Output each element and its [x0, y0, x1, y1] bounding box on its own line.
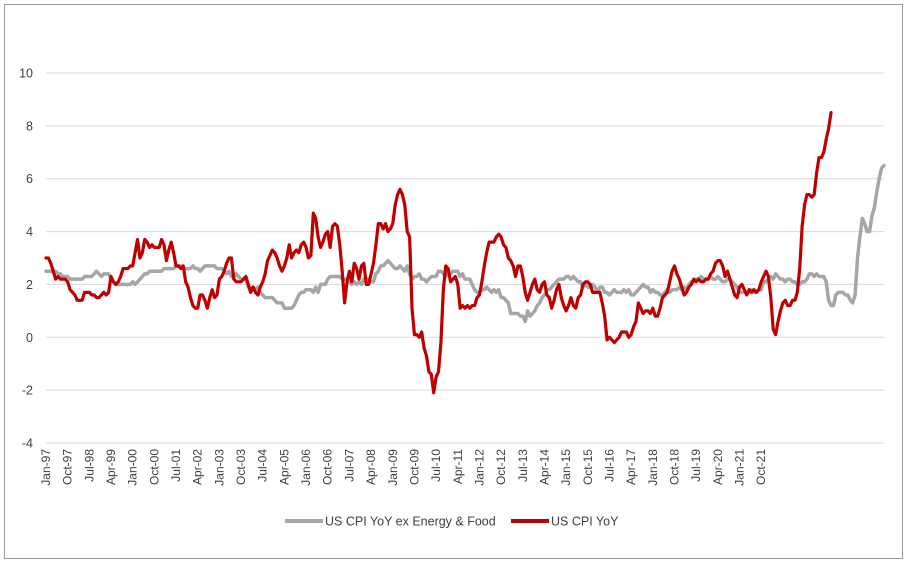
gridlines	[46, 72, 884, 444]
y-tick-label: 6	[26, 172, 33, 186]
x-tick-label: Jan-09	[386, 449, 400, 486]
x-tick-label: Jul-98	[82, 449, 96, 482]
legend: US CPI YoY ex Energy & Food US CPI YoY	[285, 515, 619, 529]
x-tick-label: Jan-21	[733, 449, 747, 486]
x-axis-tick-labels: Jan-97 Oct-97 Jul-98 Apr-99 Jan-00 Oct-00 Jul-…	[39, 449, 768, 486]
y-tick-label: 2	[26, 278, 33, 292]
x-tick-label: Jul-10	[429, 449, 443, 482]
chart-frame	[4, 4, 903, 559]
x-tick-label: Oct-18	[668, 449, 682, 485]
x-tick-label: Apr-02	[191, 449, 205, 485]
x-tick-label: Jul-01	[169, 449, 183, 482]
x-tick-label: Oct-09	[407, 449, 421, 485]
x-tick-label: Jul-13	[516, 449, 530, 482]
x-tick-label: Oct-00	[147, 449, 161, 485]
legend-label-headline-cpi: US CPI YoY	[551, 515, 619, 529]
y-axis-tick-labels: -4 -2 0 2 4 6 8 10	[19, 67, 33, 451]
x-tick-label: Apr-99	[104, 449, 118, 485]
x-tick-label: Apr-14	[537, 449, 551, 485]
x-tick-label: Apr-11	[451, 449, 465, 484]
x-tick-label: Jan-97	[39, 449, 53, 486]
y-tick-label: 10	[19, 67, 33, 81]
x-tick-label: Apr-20	[711, 449, 725, 485]
x-tick-label: Apr-05	[277, 449, 291, 485]
y-tick-label: 0	[26, 331, 33, 345]
legend-label-core-cpi: US CPI YoY ex Energy & Food	[325, 515, 496, 529]
x-tick-label: Jan-00	[126, 449, 140, 486]
x-tick-label: Oct-12	[494, 449, 508, 485]
y-tick-label: -2	[22, 384, 33, 398]
x-tick-label: Oct-21	[754, 449, 768, 485]
x-tick-label: Jul-04	[256, 449, 270, 482]
x-tick-label: Jan-12	[472, 449, 486, 486]
x-tick-label: Oct-15	[581, 449, 595, 485]
y-tick-label: 8	[26, 119, 33, 133]
x-tick-label: Apr-08	[364, 449, 378, 485]
x-tick-label: Jan-18	[646, 449, 660, 486]
series-lines	[44, 111, 886, 395]
x-tick-label: Jul-19	[689, 449, 703, 482]
x-tick-label: Oct-06	[321, 449, 335, 485]
x-tick-label: Jan-06	[299, 449, 313, 486]
x-tick-label: Jul-07	[342, 449, 356, 482]
y-tick-label: -4	[22, 437, 33, 451]
y-tick-label: 4	[26, 225, 33, 239]
x-tick-label: Jan-03	[212, 449, 226, 486]
x-tick-label: Oct-03	[234, 449, 248, 485]
x-tick-label: Jan-15	[559, 449, 573, 486]
series-line-headline-cpi	[44, 111, 833, 395]
x-tick-label: Oct-97	[61, 449, 75, 485]
x-tick-label: Jul-16	[602, 449, 616, 482]
x-tick-label: Apr-17	[624, 449, 638, 485]
